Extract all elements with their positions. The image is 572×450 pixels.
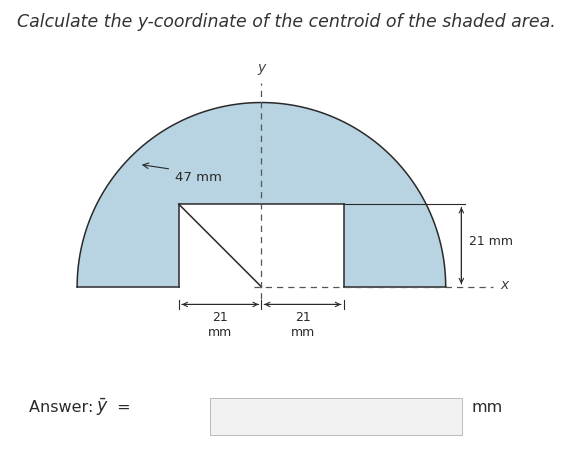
Text: y: y (257, 61, 265, 75)
Text: 21
mm: 21 mm (208, 311, 232, 339)
Text: Calculate the y-coordinate of the centroid of the shaded area.: Calculate the y-coordinate of the centro… (17, 13, 555, 31)
Text: Answer:: Answer: (29, 400, 98, 415)
Text: 21
mm: 21 mm (291, 311, 315, 339)
Text: i: i (192, 408, 198, 426)
Text: mm: mm (472, 400, 503, 415)
Text: $\bar{y}$: $\bar{y}$ (96, 396, 109, 418)
Text: x: x (500, 278, 509, 292)
Text: 47 mm: 47 mm (175, 171, 222, 184)
Bar (179, 204, 344, 287)
Text: =: = (112, 400, 130, 415)
Text: 21 mm: 21 mm (469, 235, 513, 248)
Polygon shape (77, 103, 446, 287)
